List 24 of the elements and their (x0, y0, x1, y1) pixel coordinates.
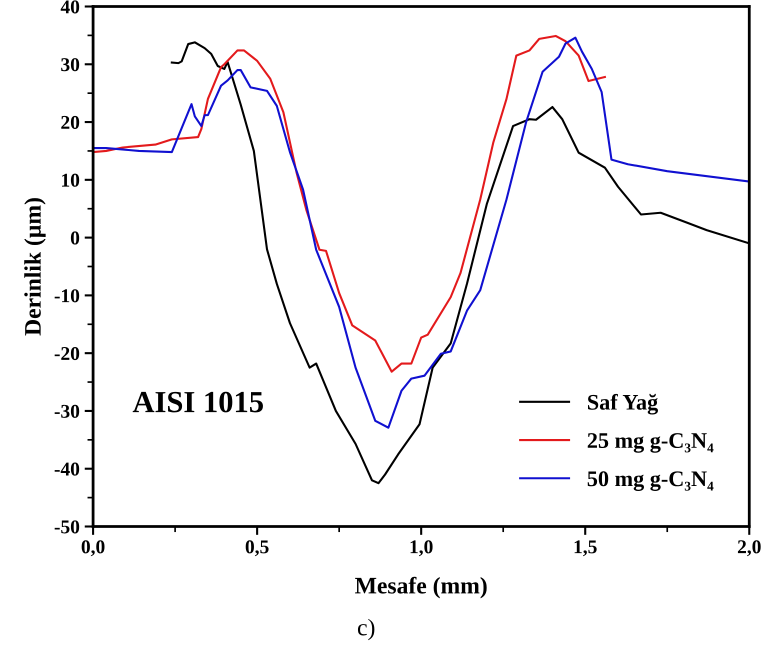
line-series (93, 36, 750, 429)
legend-label: 25 mg g-C₃N₄ (588, 433, 714, 453)
annotation: AISI 1015 (132, 392, 263, 412)
y-tick-label: -30 (54, 404, 80, 418)
y-tick-label: -10 (54, 289, 80, 302)
x-tick-label: 2,0 (738, 540, 761, 556)
y-tick-label: -50 (54, 520, 80, 534)
y-tick-label: -40 (54, 462, 80, 476)
x-tick-label: 1,0 (410, 540, 433, 556)
y-tick-label: 20 (61, 116, 80, 129)
y-axis-title: Derinlik (µm) (24, 198, 46, 336)
y-tick-label: 0 (70, 231, 80, 245)
x-axis-title: Mesafe (mm) (355, 576, 487, 598)
x-tick-label: 0,0 (82, 540, 104, 556)
x-tick-label: 0,5 (246, 540, 269, 556)
line-series (93, 34, 606, 373)
y-tick-label: 30 (61, 58, 80, 72)
y-tick-label: 10 (62, 174, 80, 187)
y-tick-label: -20 (54, 346, 80, 360)
legend-label: Saf Yağ (588, 394, 658, 414)
legend-label: 50 mg g-C₃N₄ (588, 471, 714, 491)
text: c) (358, 618, 374, 640)
x-tick-label: 1,5 (574, 540, 597, 556)
y-tick-label: 40 (60, 0, 80, 14)
